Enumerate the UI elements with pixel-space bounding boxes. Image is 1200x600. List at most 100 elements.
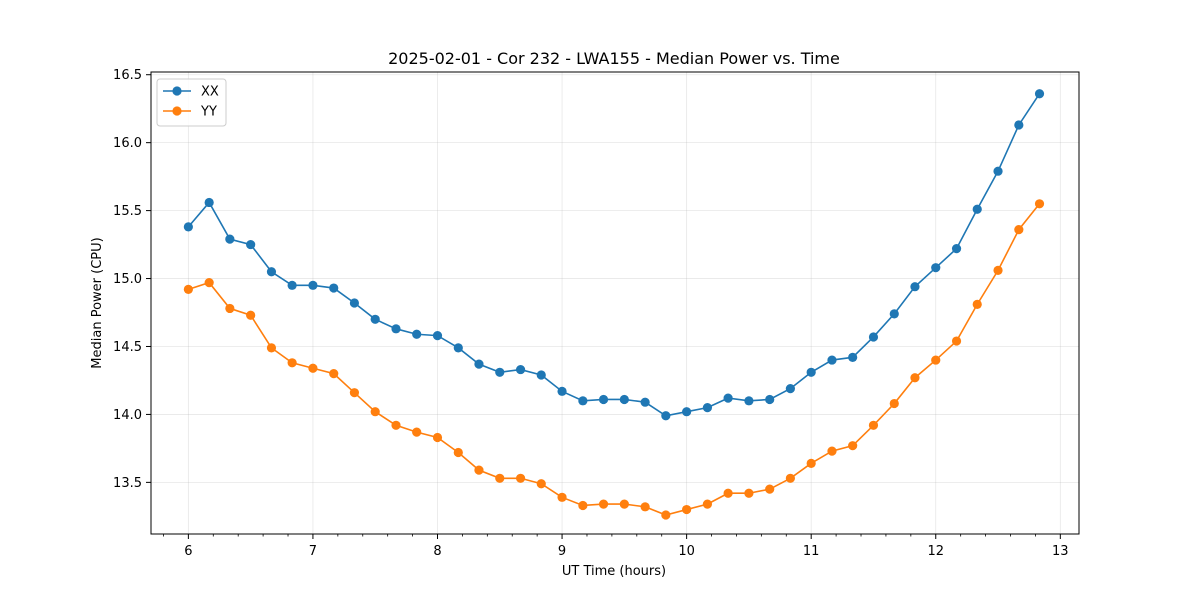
data-point-xx — [308, 280, 318, 290]
data-point-yy — [993, 265, 1003, 275]
data-point-yy — [329, 369, 339, 379]
data-point-xx — [370, 314, 380, 324]
data-point-yy — [266, 343, 277, 353]
data-point-yy — [640, 502, 650, 512]
x-tick-label: 11 — [803, 544, 820, 559]
data-point-xx — [889, 309, 899, 319]
x-tick-label: 7 — [309, 544, 317, 559]
legend-marker-xx — [172, 86, 182, 96]
data-point-xx — [848, 352, 858, 362]
data-point-yy — [765, 484, 775, 494]
data-point-yy — [785, 473, 795, 483]
data-point-yy — [474, 465, 484, 475]
data-point-yy — [246, 310, 256, 320]
y-tick-label: 16.5 — [113, 68, 142, 83]
x-axis-label: UT Time (hours) — [562, 564, 666, 579]
x-tick-label: 12 — [927, 544, 944, 559]
data-point-xx — [329, 283, 339, 293]
data-point-xx — [1034, 89, 1045, 99]
data-point-xx — [204, 197, 214, 208]
data-point-xx — [1014, 120, 1024, 130]
y-tick-label: 15.5 — [113, 204, 142, 219]
legend: XX YY — [156, 78, 227, 127]
data-point-yy — [868, 420, 879, 430]
data-point-yy — [1034, 199, 1045, 209]
data-point-yy — [453, 447, 463, 458]
data-point-yy — [287, 358, 297, 368]
data-point-xx — [515, 364, 526, 375]
y-tick-label: 14.5 — [113, 340, 142, 355]
data-point-xx — [682, 407, 692, 417]
data-point-xx — [827, 355, 837, 365]
data-point-yy — [204, 278, 214, 288]
data-point-yy — [183, 284, 193, 295]
x-tick-label: 10 — [678, 544, 695, 559]
legend-label-yy: YY — [200, 105, 217, 120]
data-point-xx — [868, 332, 879, 342]
y-axis-label: Median Power (CPU) — [90, 237, 105, 368]
data-point-xx — [744, 396, 754, 406]
data-point-yy — [370, 407, 380, 417]
data-point-yy — [578, 500, 588, 511]
data-point-xx — [931, 263, 941, 273]
data-point-xx — [453, 343, 463, 353]
data-point-xx — [225, 234, 235, 244]
data-point-xx — [785, 384, 795, 394]
legend-marker-yy — [172, 106, 182, 116]
data-point-xx — [619, 394, 629, 405]
data-point-xx — [349, 298, 360, 308]
data-point-xx — [474, 359, 484, 369]
data-point-xx — [993, 166, 1003, 176]
data-point-yy — [308, 363, 318, 373]
x-tick-label: 6 — [184, 544, 192, 559]
data-point-xx — [557, 386, 567, 396]
data-point-yy — [412, 427, 422, 437]
data-point-yy — [598, 499, 609, 509]
data-point-yy — [744, 488, 754, 498]
data-point-xx — [266, 267, 277, 277]
data-point-xx — [246, 239, 256, 250]
data-point-xx — [702, 403, 713, 413]
data-point-xx — [536, 370, 546, 380]
data-point-yy — [661, 510, 671, 520]
axes: 6 7 8 9 10 11 12 13 13.5 14.0 14.5 15.0 15.5 16.0 16.5 — [113, 68, 1069, 559]
data-point-xx — [183, 222, 193, 232]
data-point-yy — [931, 355, 941, 365]
chart-title: 2025-02-01 - Cor 232 - LWA155 - Median P… — [388, 49, 840, 68]
data-point-xx — [412, 329, 422, 339]
data-point-xx — [765, 394, 775, 405]
data-point-yy — [910, 373, 920, 383]
y-tick-label: 16.0 — [113, 136, 142, 151]
data-point-yy — [972, 299, 982, 309]
data-point-xx — [806, 367, 816, 377]
data-point-yy — [349, 388, 360, 398]
data-point-yy — [848, 441, 858, 451]
data-point-yy — [225, 303, 235, 314]
data-point-yy — [515, 473, 526, 483]
x-tick-label: 9 — [558, 544, 566, 559]
data-point-yy — [682, 504, 692, 515]
data-point-yy — [432, 432, 443, 443]
data-point-yy — [557, 492, 567, 502]
data-point-yy — [536, 479, 546, 489]
data-point-xx — [910, 282, 920, 292]
x-tick-label: 8 — [433, 544, 441, 559]
data-point-yy — [391, 420, 401, 430]
data-point-yy — [702, 499, 713, 509]
data-point-xx — [287, 280, 297, 290]
y-tick-label: 13.5 — [113, 476, 142, 491]
plot-area — [183, 89, 1045, 520]
y-tick-label: 14.0 — [113, 408, 142, 423]
data-point-xx — [951, 244, 962, 254]
plot-frame — [150, 71, 1080, 535]
series-line-yy — [188, 203, 1041, 516]
data-point-yy — [827, 446, 837, 456]
data-point-xx — [432, 331, 443, 341]
data-point-xx — [723, 393, 733, 403]
data-point-yy — [619, 499, 629, 509]
data-point-xx — [972, 204, 982, 214]
data-point-yy — [495, 473, 505, 483]
data-point-xx — [578, 396, 588, 406]
grid — [151, 72, 1079, 534]
